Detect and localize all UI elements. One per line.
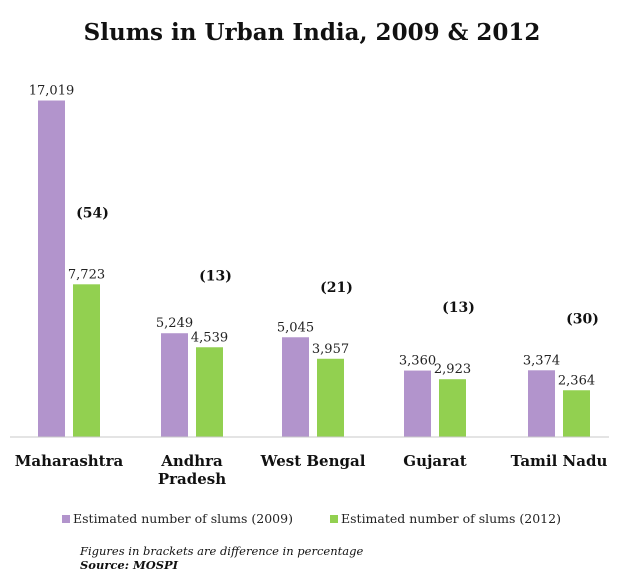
source-note: Source: MOSPI — [80, 558, 179, 572]
chart-title: Slums in Urban India, 2009 & 2012 — [84, 19, 541, 46]
data-label-2009-3: 3,360 — [399, 354, 436, 369]
bar-2012-0 — [73, 284, 100, 437]
category-label-4: Tamil Nadu — [511, 452, 608, 470]
difference-label-3: (13) — [442, 300, 475, 316]
difference-label-4: (30) — [566, 311, 599, 327]
data-label-2009-1: 5,249 — [156, 316, 193, 331]
bar-2009-4 — [528, 370, 555, 437]
data-label-2012-0: 7,723 — [68, 267, 105, 282]
difference-label-1: (13) — [199, 268, 232, 284]
legend-label-2009: Estimated number of slums (2009) — [73, 511, 293, 526]
data-label-2009-0: 17,019 — [29, 84, 75, 99]
bar-2012-1 — [196, 347, 223, 437]
category-label-1: Andhra — [160, 452, 223, 470]
category-label-0: Maharashtra — [15, 452, 124, 470]
bar-2009-3 — [404, 370, 431, 437]
category-label-2: West Bengal — [260, 452, 366, 470]
data-label-2009-4: 3,374 — [523, 353, 560, 368]
bar-2012-2 — [317, 358, 344, 437]
data-label-2012-3: 2,923 — [434, 362, 471, 377]
data-label-2009-2: 5,045 — [277, 320, 314, 335]
difference-label-0: (54) — [76, 205, 109, 221]
bar-2009-2 — [282, 337, 309, 437]
category-label-1: Pradesh — [158, 470, 226, 488]
footnote: Figures in brackets are difference in pe… — [79, 544, 363, 558]
data-label-2012-4: 2,364 — [558, 373, 595, 388]
category-label-3: Gujarat — [403, 452, 466, 470]
data-label-2012-2: 3,957 — [312, 342, 349, 357]
data-label-2012-1: 4,539 — [191, 330, 228, 345]
bar-2009-0 — [38, 100, 65, 437]
bar-2012-3 — [439, 379, 466, 437]
difference-label-2: (21) — [320, 280, 353, 296]
bar-2012-4 — [563, 390, 590, 437]
bar-2009-1 — [161, 333, 188, 437]
legend-swatch-2012 — [330, 515, 338, 523]
legend-label-2012: Estimated number of slums (2012) — [341, 511, 561, 526]
legend: Estimated number of slums (2009) Estimate… — [62, 511, 561, 526]
legend-swatch-2009 — [62, 515, 70, 523]
